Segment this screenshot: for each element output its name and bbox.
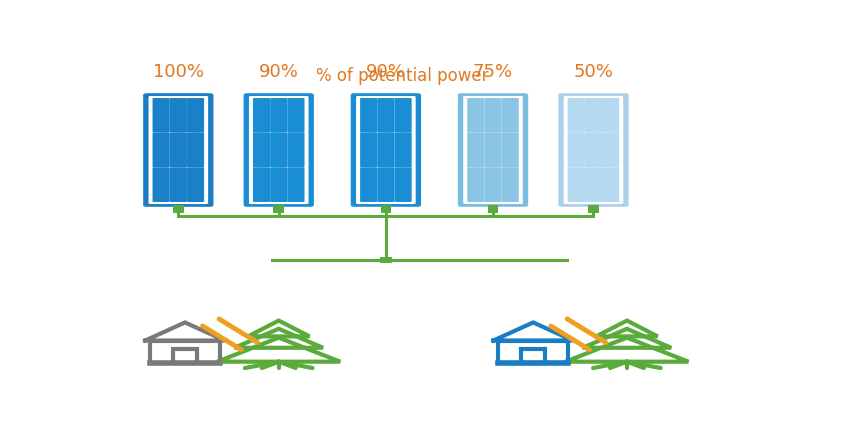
Text: 90%: 90%	[259, 63, 299, 81]
Bar	[174, 349, 197, 363]
FancyBboxPatch shape	[467, 167, 485, 202]
FancyBboxPatch shape	[351, 93, 421, 207]
FancyBboxPatch shape	[360, 98, 378, 133]
FancyBboxPatch shape	[270, 133, 288, 167]
Bar	[588, 205, 599, 213]
Bar	[149, 341, 220, 363]
FancyBboxPatch shape	[485, 98, 502, 133]
FancyBboxPatch shape	[153, 167, 169, 202]
FancyBboxPatch shape	[169, 98, 187, 133]
FancyBboxPatch shape	[378, 167, 395, 202]
FancyBboxPatch shape	[395, 167, 411, 202]
FancyBboxPatch shape	[563, 96, 623, 204]
FancyBboxPatch shape	[356, 96, 416, 204]
FancyBboxPatch shape	[602, 133, 619, 167]
FancyBboxPatch shape	[244, 93, 314, 207]
FancyBboxPatch shape	[378, 98, 395, 133]
FancyBboxPatch shape	[378, 133, 395, 167]
FancyBboxPatch shape	[485, 133, 502, 167]
FancyBboxPatch shape	[467, 133, 485, 167]
FancyBboxPatch shape	[249, 96, 308, 204]
FancyBboxPatch shape	[270, 98, 288, 133]
Text: 100%: 100%	[153, 63, 204, 81]
FancyBboxPatch shape	[502, 167, 518, 202]
FancyBboxPatch shape	[602, 98, 619, 133]
Text: 90%: 90%	[366, 63, 406, 81]
FancyBboxPatch shape	[502, 98, 518, 133]
FancyBboxPatch shape	[360, 133, 378, 167]
FancyBboxPatch shape	[169, 167, 187, 202]
FancyBboxPatch shape	[288, 167, 304, 202]
FancyBboxPatch shape	[585, 167, 602, 202]
FancyBboxPatch shape	[187, 133, 204, 167]
FancyBboxPatch shape	[270, 167, 288, 202]
FancyBboxPatch shape	[395, 98, 411, 133]
FancyBboxPatch shape	[458, 93, 528, 207]
FancyBboxPatch shape	[467, 98, 485, 133]
Text: % of potential power: % of potential power	[316, 67, 489, 85]
FancyBboxPatch shape	[395, 133, 411, 167]
FancyBboxPatch shape	[568, 167, 585, 202]
FancyBboxPatch shape	[602, 167, 619, 202]
Text: 50%: 50%	[574, 63, 613, 81]
Bar	[487, 205, 499, 213]
Bar	[498, 341, 569, 363]
FancyBboxPatch shape	[558, 93, 629, 207]
Bar	[522, 349, 545, 363]
Bar	[173, 205, 184, 213]
Text: 75%: 75%	[473, 63, 513, 81]
FancyBboxPatch shape	[187, 167, 204, 202]
FancyBboxPatch shape	[585, 133, 602, 167]
FancyBboxPatch shape	[568, 98, 585, 133]
FancyBboxPatch shape	[153, 133, 169, 167]
FancyBboxPatch shape	[187, 98, 204, 133]
Bar	[380, 257, 392, 263]
FancyBboxPatch shape	[568, 133, 585, 167]
FancyBboxPatch shape	[253, 98, 270, 133]
FancyBboxPatch shape	[288, 98, 304, 133]
FancyBboxPatch shape	[153, 98, 169, 133]
FancyBboxPatch shape	[288, 133, 304, 167]
FancyBboxPatch shape	[253, 167, 270, 202]
FancyBboxPatch shape	[169, 133, 187, 167]
FancyBboxPatch shape	[463, 96, 523, 204]
FancyBboxPatch shape	[253, 133, 270, 167]
FancyBboxPatch shape	[143, 93, 213, 207]
FancyBboxPatch shape	[485, 167, 502, 202]
FancyBboxPatch shape	[149, 96, 208, 204]
FancyBboxPatch shape	[585, 98, 602, 133]
FancyBboxPatch shape	[360, 167, 378, 202]
Bar	[273, 205, 284, 213]
FancyBboxPatch shape	[502, 133, 518, 167]
Bar	[380, 205, 391, 213]
